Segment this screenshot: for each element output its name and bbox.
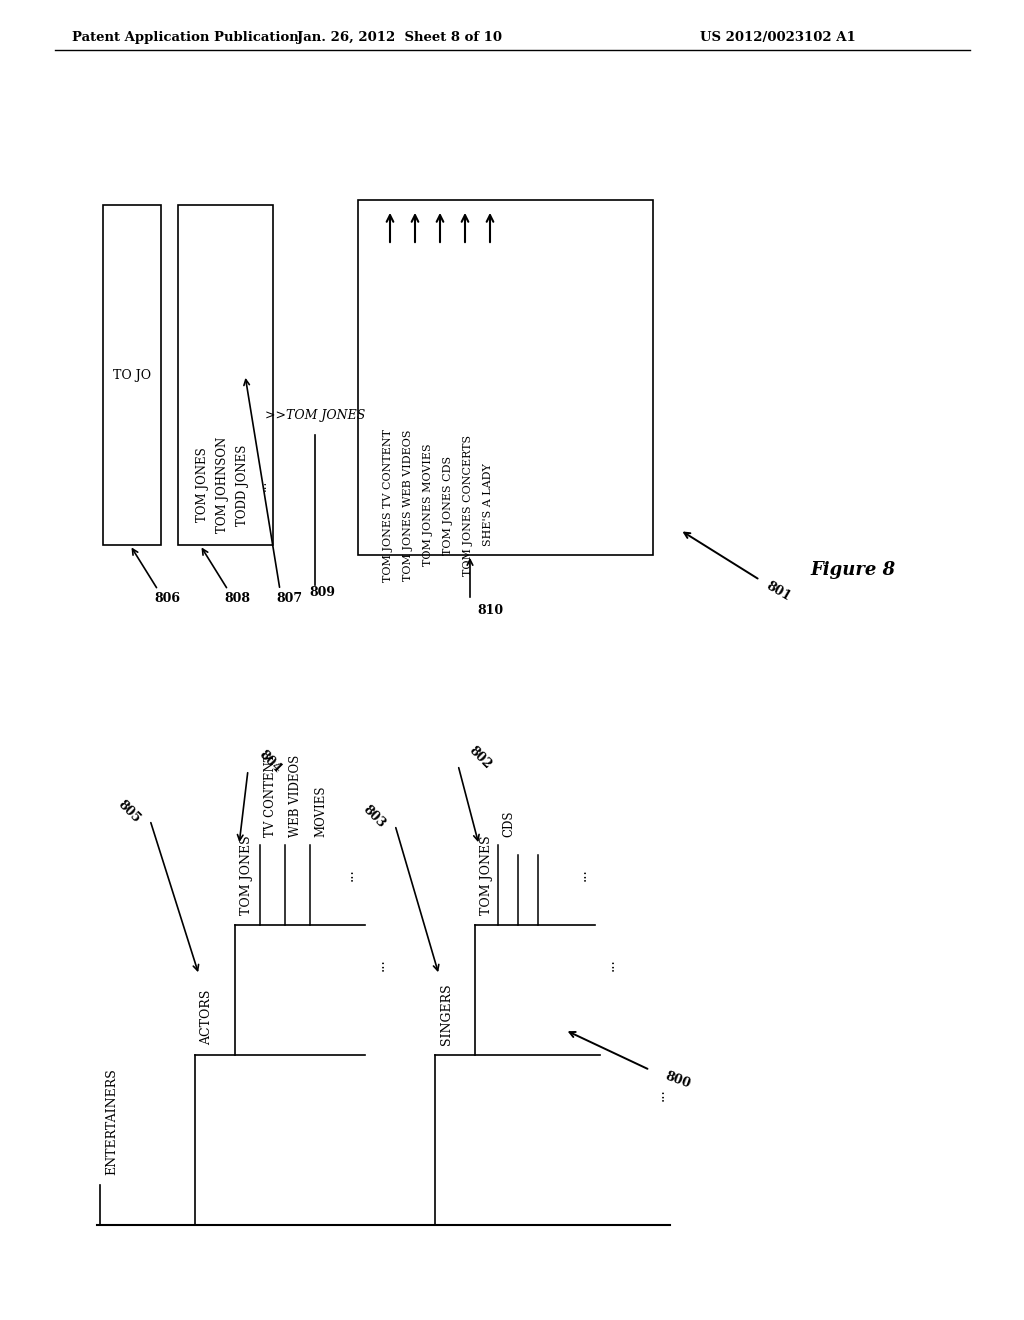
- Text: TOM JOHNSON: TOM JOHNSON: [216, 437, 229, 533]
- Text: ...: ...: [653, 1089, 667, 1101]
- Text: TOM JONES: TOM JONES: [240, 836, 253, 915]
- Text: TO JO: TO JO: [113, 368, 152, 381]
- Text: ...: ...: [373, 958, 387, 972]
- Text: 800: 800: [663, 1069, 692, 1090]
- Text: 803: 803: [360, 803, 388, 830]
- Bar: [178, 205, 273, 545]
- Text: >>TOM JONES: >>TOM JONES: [265, 408, 366, 421]
- Text: MOVIES: MOVIES: [314, 785, 327, 837]
- Text: ACTORS: ACTORS: [200, 990, 213, 1045]
- Text: TOM JONES: TOM JONES: [480, 836, 493, 915]
- Text: 808: 808: [224, 591, 250, 605]
- Text: ...: ...: [256, 479, 269, 491]
- Text: CDS: CDS: [502, 810, 515, 837]
- Text: 805: 805: [116, 799, 143, 826]
- Text: SHE'S A LADY: SHE'S A LADY: [483, 463, 493, 546]
- Text: ...: ...: [342, 869, 356, 882]
- Text: TOM JONES MOVIES: TOM JONES MOVIES: [423, 444, 433, 566]
- Text: 810: 810: [477, 603, 503, 616]
- Text: Figure 8: Figure 8: [810, 561, 895, 579]
- Text: 802: 802: [466, 744, 494, 772]
- Text: SINGERS: SINGERS: [440, 983, 453, 1045]
- Text: 807: 807: [275, 591, 302, 605]
- Text: TOM JONES CONCERTS: TOM JONES CONCERTS: [463, 434, 473, 576]
- Text: TOM JONES: TOM JONES: [196, 447, 209, 523]
- Bar: [358, 201, 653, 554]
- Text: US 2012/0023102 A1: US 2012/0023102 A1: [700, 30, 856, 44]
- Text: TODD JONES: TODD JONES: [236, 445, 249, 525]
- Text: ...: ...: [603, 958, 617, 972]
- Text: 804: 804: [256, 748, 284, 776]
- Text: ENTERTAINERS: ENTERTAINERS: [105, 1068, 118, 1175]
- Text: 801: 801: [764, 579, 793, 605]
- Bar: [103, 205, 161, 545]
- Text: 806: 806: [154, 591, 180, 605]
- Text: 809: 809: [309, 586, 335, 599]
- Text: TOM JONES TV CONTENT: TOM JONES TV CONTENT: [383, 429, 393, 582]
- Text: Jan. 26, 2012  Sheet 8 of 10: Jan. 26, 2012 Sheet 8 of 10: [298, 30, 503, 44]
- Text: Patent Application Publication: Patent Application Publication: [72, 30, 299, 44]
- Text: ...: ...: [575, 869, 589, 882]
- Text: TOM JONES CDS: TOM JONES CDS: [443, 455, 453, 554]
- Text: TOM JONES WEB VIDEOS: TOM JONES WEB VIDEOS: [403, 429, 413, 581]
- Text: TV CONTENT: TV CONTENT: [264, 754, 278, 837]
- Text: WEB VIDEOS: WEB VIDEOS: [289, 755, 302, 837]
